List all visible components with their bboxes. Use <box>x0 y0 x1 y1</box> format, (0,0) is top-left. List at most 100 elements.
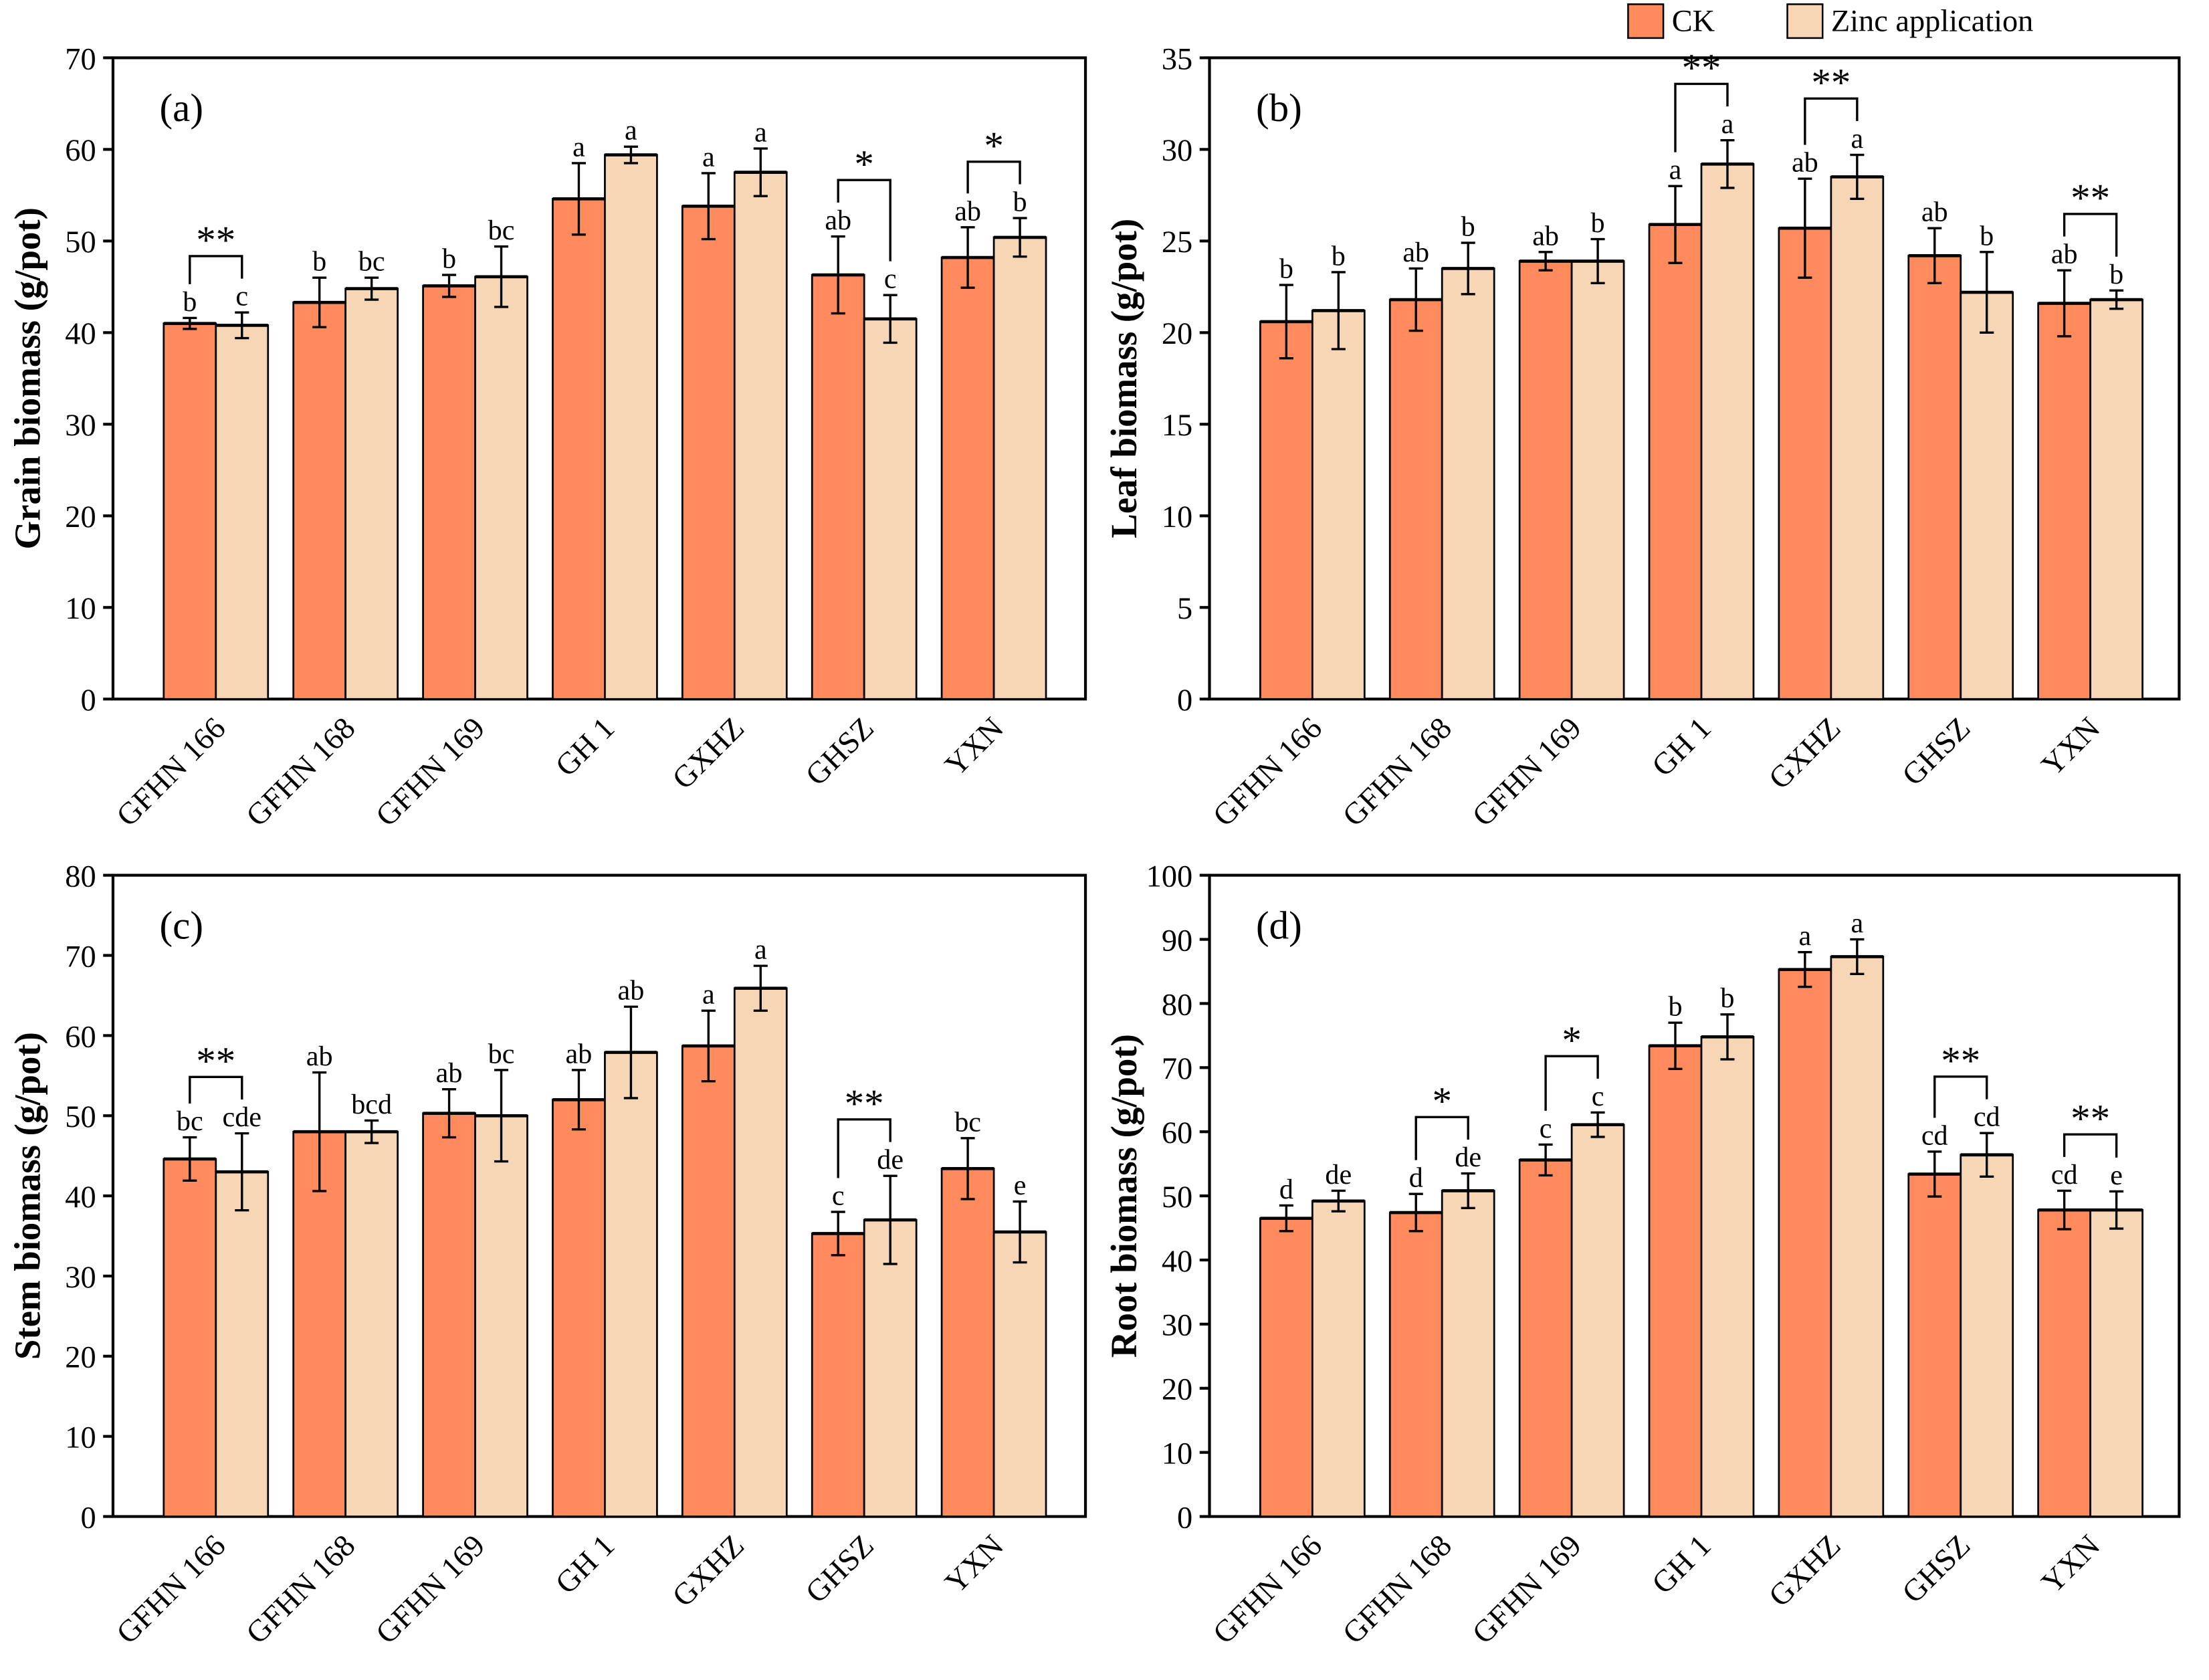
y-tick-label: 40 <box>65 1180 96 1215</box>
significance-bracket <box>1674 82 1729 152</box>
y-tick-label: 70 <box>65 42 96 76</box>
significance-bracket <box>966 161 1021 194</box>
bar-ck <box>1518 1159 1573 1517</box>
bar-ck <box>552 1098 606 1517</box>
y-tick-label: 30 <box>1162 134 1192 168</box>
error-bar <box>2109 1190 2124 1230</box>
error-bar <box>442 1088 457 1139</box>
significance-letter: b <box>1461 211 1475 243</box>
error-bar <box>753 964 768 1012</box>
y-tick-label: 10 <box>65 592 96 626</box>
significance-letter: bc <box>488 215 515 246</box>
x-tick-label: GFHN 166 <box>1206 711 1329 833</box>
bar-zinc <box>1700 1035 1755 1517</box>
error-bar <box>623 1005 638 1099</box>
panel-c: 0 10 20 30 40 50 60 70 80 Stem biomass (g/pot) (c)… <box>7 860 1087 1651</box>
y-tick-label: 0 <box>80 684 96 718</box>
error-bar <box>883 294 898 344</box>
error-bar <box>1850 153 1865 201</box>
y-tick-label: 60 <box>65 1020 96 1054</box>
significance-letter: cd <box>2051 1159 2078 1190</box>
x-tick-label: YXN <box>2035 1529 2107 1600</box>
significance-letter: c <box>832 1180 845 1212</box>
significance-letter: a <box>702 979 715 1011</box>
y-tick-label: 80 <box>1162 988 1192 1022</box>
significance-stars: ** <box>2071 1096 2110 1140</box>
significance-stars: ** <box>1811 60 1851 104</box>
significance-letter: a <box>1851 123 1863 154</box>
bar-zinc <box>1830 176 1885 700</box>
significance-letter: ab <box>618 975 645 1007</box>
error-bar <box>1538 251 1553 272</box>
y-tick-label: 40 <box>1162 1245 1192 1279</box>
y-axis-title: Leaf biomass (g/pot) <box>1103 219 1144 538</box>
error-bar <box>1668 1021 1683 1070</box>
bar-ck <box>681 205 736 700</box>
significance-stars: ** <box>2071 176 2110 220</box>
panel-b: 0 5 10 15 20 25 30 35 Leaf biomass (g/pot) (b) GFH… <box>1103 42 2181 833</box>
y-tick-label: 90 <box>1162 924 1192 958</box>
error-bar <box>235 1132 249 1212</box>
error-bar <box>364 276 379 301</box>
error-bar <box>1461 241 1475 296</box>
bar-zinc <box>344 1130 399 1517</box>
significance-letter: bc <box>358 246 385 278</box>
bar-zinc <box>344 288 399 700</box>
significance-letter: bcd <box>351 1089 392 1120</box>
bar-zinc <box>1311 1200 1366 1517</box>
bar-ck <box>552 197 606 700</box>
bar-zinc <box>1700 163 1755 700</box>
bar-zinc <box>474 1114 528 1517</box>
y-tick-label: 70 <box>65 940 96 974</box>
y-tick-label: 0 <box>1177 684 1192 718</box>
significance-letter: ab <box>306 1041 333 1072</box>
error-bar <box>1980 1132 1994 1178</box>
significance-bracket <box>1804 97 1859 145</box>
error-bar <box>2057 269 2072 338</box>
bar-zinc <box>1441 268 1495 700</box>
error-bar <box>183 1136 197 1182</box>
significance-letter: b <box>1720 982 1734 1014</box>
bar-zinc <box>1960 291 2014 700</box>
panel-label: (d) <box>1256 904 1302 948</box>
significance-stars: ** <box>1681 45 1721 90</box>
significance-bracket <box>1414 1116 1469 1160</box>
x-tick-label: GFHN 168 <box>1336 1529 1459 1651</box>
y-tick-label: 15 <box>1162 409 1192 443</box>
bar-ck <box>1648 223 1703 700</box>
significance-letter: b <box>183 286 197 318</box>
bar-ck <box>1259 1217 1313 1517</box>
significance-stars: ** <box>845 1081 884 1126</box>
bar-ck <box>811 1233 865 1517</box>
x-tick-label: GFHN 166 <box>110 1529 233 1651</box>
y-tick-label: 60 <box>65 134 96 168</box>
bar-zinc <box>604 154 658 700</box>
x-tick-label: GFHN 168 <box>240 711 362 833</box>
bar-ck <box>1778 227 1832 700</box>
x-tick-label: GXHZ <box>1762 1529 1847 1614</box>
y-tick-label: 25 <box>1162 225 1192 259</box>
x-tick-label: GFHN 168 <box>1336 711 1459 833</box>
bar-zinc <box>733 987 788 1517</box>
significance-bracket <box>189 255 243 284</box>
error-bar <box>1331 1189 1346 1213</box>
bar-zinc <box>992 1231 1047 1517</box>
bar-ck <box>940 256 995 700</box>
significance-letter: a <box>754 934 767 966</box>
error-bar <box>442 274 457 298</box>
legend-swatch-ck <box>1627 3 1665 39</box>
error-bar <box>701 1009 716 1083</box>
error-bar <box>494 1069 509 1163</box>
significance-letter: cd <box>1921 1120 1948 1151</box>
error-bar <box>312 276 327 328</box>
error-bar <box>1927 1150 1942 1198</box>
error-bar <box>1720 138 1735 189</box>
error-bar <box>364 1119 379 1144</box>
significance-letter: c <box>1592 1081 1604 1112</box>
bar-ck <box>1648 1045 1703 1517</box>
panel-label: (a) <box>160 86 203 130</box>
significance-bracket <box>2063 1133 2118 1158</box>
error-bar <box>2057 1189 2072 1231</box>
x-tick-label: GH 1 <box>1646 711 1718 783</box>
